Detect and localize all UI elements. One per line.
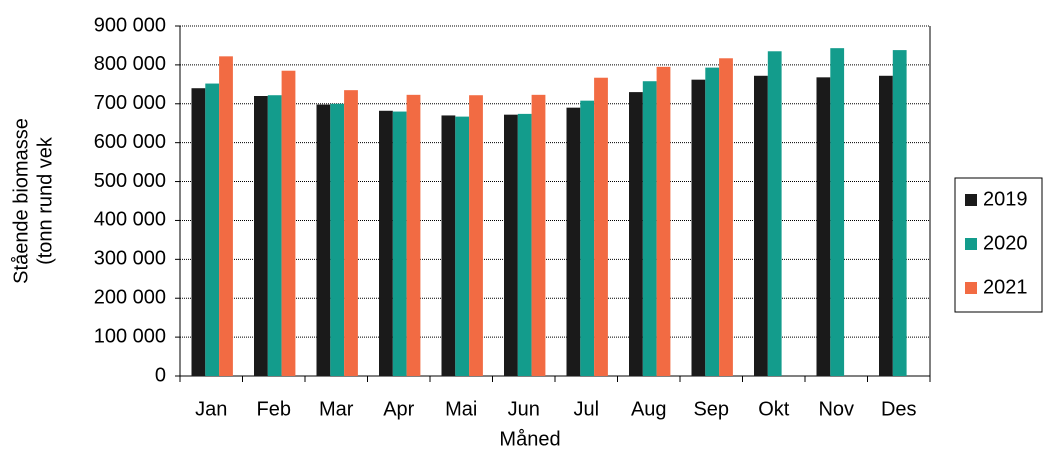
x-tick-label: Mar [319, 398, 354, 420]
bar [594, 77, 608, 376]
bar [642, 81, 657, 376]
bar [344, 90, 358, 377]
x-tick-label: Nov [818, 398, 854, 420]
bar [629, 92, 643, 376]
bar [441, 115, 456, 376]
bar [504, 114, 518, 377]
x-tick-label: Jan [195, 398, 227, 420]
x-tick-label: Jul [573, 398, 599, 420]
y-tick-label: 500 000 [94, 170, 166, 192]
bar [719, 58, 733, 377]
bar [392, 111, 407, 377]
x-tick-label: Sep [693, 398, 729, 420]
bar [406, 94, 421, 376]
bar [455, 116, 470, 376]
y-tick-label: 300 000 [94, 248, 166, 270]
bar [330, 103, 345, 377]
bar [517, 113, 532, 376]
x-axis-title: Måned [499, 428, 560, 450]
legend-label: 2020 [983, 232, 1028, 254]
y-tick-label: 800 000 [94, 53, 166, 75]
x-tick-label: Aug [631, 398, 667, 420]
legend-swatch [965, 238, 977, 250]
bar [254, 96, 268, 376]
bar [892, 50, 907, 376]
bar [691, 79, 706, 377]
bar [754, 75, 768, 377]
y-tick-label: 0 [155, 364, 166, 386]
x-tick-label: Okt [758, 398, 790, 420]
bar [191, 88, 206, 376]
bar [767, 51, 782, 377]
y-tick-label: 900 000 [94, 14, 166, 36]
legend-swatch [965, 194, 977, 206]
bar [830, 48, 845, 377]
legend-label: 2019 [983, 188, 1028, 210]
bar [281, 70, 296, 376]
y-tick-label: 400 000 [94, 209, 166, 231]
bar [816, 77, 831, 376]
bar [531, 94, 546, 376]
legend-label: 2021 [983, 276, 1028, 298]
x-tick-label: Feb [257, 398, 291, 420]
y-tick-label: 700 000 [94, 92, 166, 114]
bar [267, 95, 282, 376]
y-tick-label: 600 000 [94, 131, 166, 153]
x-tick-label: Apr [383, 398, 414, 420]
bar [379, 110, 393, 377]
x-tick-label: Des [881, 398, 917, 420]
bar [580, 100, 595, 377]
bar [566, 107, 581, 377]
bar [469, 95, 483, 376]
bar [656, 66, 671, 376]
bar [219, 56, 233, 376]
bar [879, 75, 893, 377]
legend-swatch [965, 282, 977, 294]
x-tick-label: Mai [445, 398, 477, 420]
bar [205, 83, 220, 377]
y-tick-label: 100 000 [94, 325, 166, 347]
y-axis-title: (tonn rund vek [34, 136, 56, 265]
bar [705, 67, 720, 376]
y-tick-label: 200 000 [94, 287, 166, 309]
y-axis-title: Stående biomasse [10, 118, 32, 284]
x-tick-label: Jun [508, 398, 540, 420]
bar [316, 104, 331, 377]
